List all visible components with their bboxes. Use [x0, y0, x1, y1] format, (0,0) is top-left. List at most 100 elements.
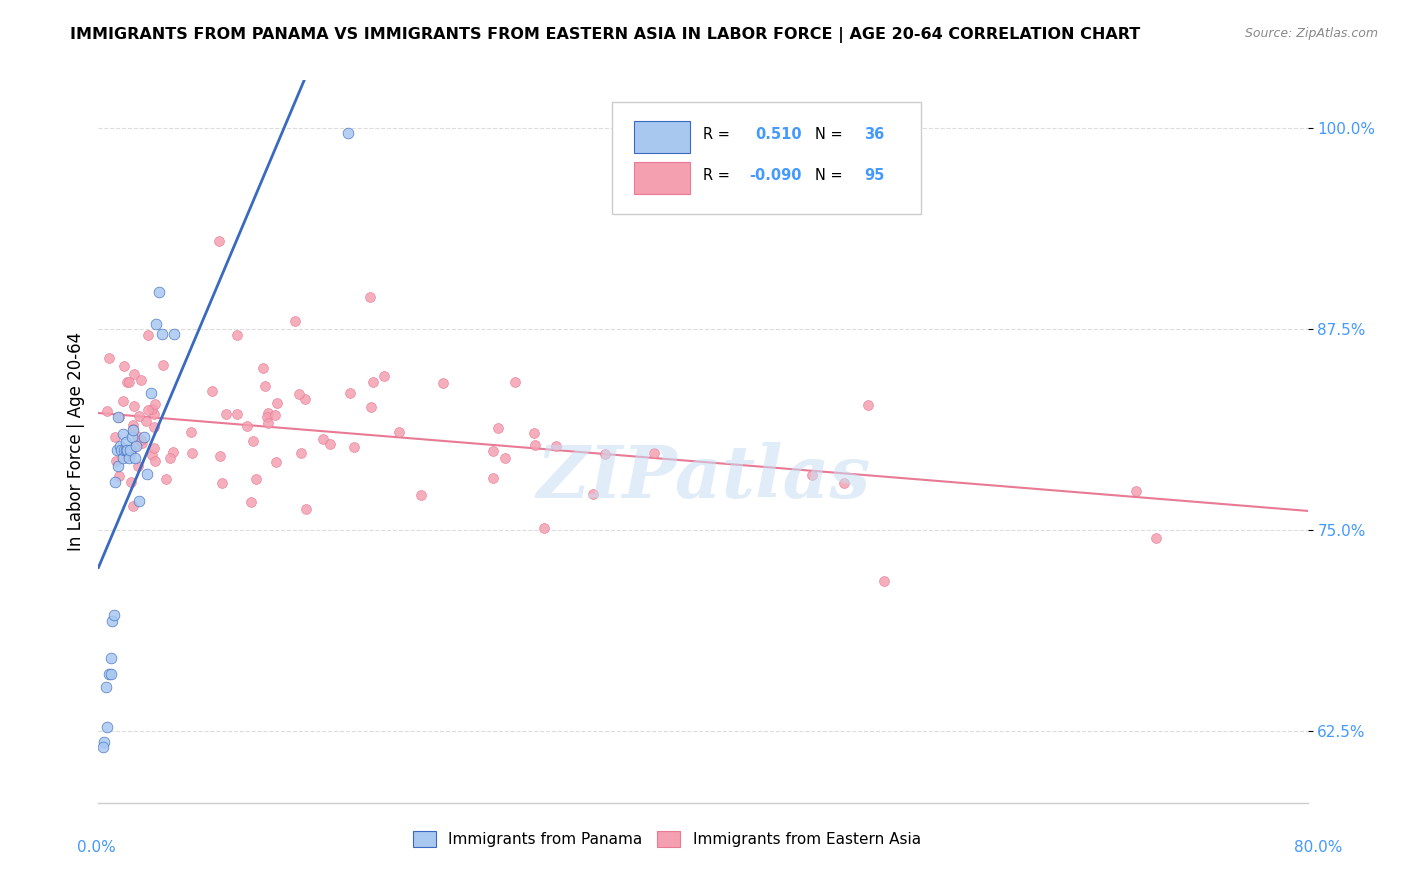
- Point: [143, 397, 166, 411]
- Point: [141, 401, 163, 416]
- Point: [482, 444, 505, 458]
- Point: [104, 454, 127, 468]
- Text: IMMIGRANTS FROM PANAMA VS IMMIGRANTS FROM EASTERN ASIA IN LABOR FORCE | AGE 20-6: IMMIGRANTS FROM PANAMA VS IMMIGRANTS FRO…: [70, 27, 1140, 43]
- Point: [122, 441, 145, 455]
- Point: [503, 375, 526, 389]
- Text: R =: R =: [703, 169, 730, 183]
- Point: [104, 430, 127, 444]
- Point: [129, 373, 152, 387]
- Point: [245, 472, 267, 486]
- Point: [129, 433, 152, 447]
- Point: [312, 432, 335, 446]
- Point: [114, 434, 136, 449]
- Point: [122, 499, 145, 513]
- Point: [115, 450, 138, 465]
- Point: [336, 126, 359, 140]
- Point: [208, 450, 231, 464]
- Point: [122, 422, 145, 436]
- Point: [856, 398, 879, 412]
- Y-axis label: In Labor Force | Age 20-64: In Labor Force | Age 20-64: [66, 332, 84, 551]
- Point: [236, 418, 259, 433]
- Point: [208, 234, 231, 248]
- Point: [114, 442, 136, 457]
- Point: [111, 450, 134, 465]
- Point: [131, 436, 153, 450]
- Text: ZIPatlas: ZIPatlas: [536, 442, 870, 513]
- Point: [257, 405, 280, 419]
- Point: [544, 439, 567, 453]
- Point: [226, 407, 249, 421]
- Point: [145, 318, 167, 332]
- Point: [112, 393, 135, 408]
- Point: [339, 386, 361, 401]
- Point: [256, 409, 278, 424]
- Point: [120, 445, 142, 459]
- Point: [290, 446, 312, 460]
- Point: [117, 375, 139, 389]
- Point: [266, 396, 288, 410]
- Point: [361, 376, 384, 390]
- Point: [163, 326, 186, 341]
- Point: [118, 376, 141, 390]
- Point: [94, 680, 117, 694]
- Point: [240, 495, 263, 509]
- Text: R =: R =: [703, 127, 730, 142]
- Point: [118, 450, 141, 465]
- Point: [152, 358, 174, 372]
- Point: [143, 441, 166, 455]
- Point: [120, 442, 142, 457]
- Point: [136, 402, 159, 417]
- Point: [112, 442, 135, 457]
- Text: 0.0%: 0.0%: [77, 840, 117, 855]
- Text: 36: 36: [863, 127, 884, 142]
- Point: [98, 351, 121, 366]
- Point: [111, 426, 134, 441]
- Point: [1125, 483, 1147, 498]
- Point: [120, 475, 142, 489]
- Text: 95: 95: [863, 169, 884, 183]
- Point: [122, 418, 145, 433]
- Point: [150, 326, 173, 341]
- Text: Source: ZipAtlas.com: Source: ZipAtlas.com: [1244, 27, 1378, 40]
- Text: N =: N =: [815, 169, 844, 183]
- Point: [100, 667, 122, 681]
- Point: [145, 453, 167, 467]
- Point: [135, 467, 157, 481]
- Text: -0.090: -0.090: [749, 169, 801, 183]
- Legend: Immigrants from Panama, Immigrants from Eastern Asia: Immigrants from Panama, Immigrants from …: [406, 825, 927, 853]
- Point: [201, 384, 224, 398]
- Point: [107, 410, 129, 425]
- Point: [91, 739, 114, 754]
- Point: [533, 521, 555, 535]
- Point: [124, 450, 146, 465]
- Point: [593, 447, 616, 461]
- Point: [481, 471, 503, 485]
- Point: [100, 651, 122, 665]
- Point: [108, 469, 131, 483]
- Point: [155, 472, 177, 486]
- Point: [122, 367, 145, 381]
- Point: [373, 368, 395, 383]
- Point: [411, 488, 433, 502]
- Point: [141, 448, 163, 462]
- Point: [432, 376, 454, 391]
- FancyBboxPatch shape: [634, 162, 690, 194]
- Point: [1144, 531, 1167, 545]
- Point: [108, 439, 131, 453]
- Point: [181, 446, 204, 460]
- Point: [98, 667, 121, 681]
- Point: [141, 386, 163, 401]
- Point: [127, 458, 149, 473]
- Point: [132, 430, 155, 444]
- Point: [180, 425, 202, 439]
- Point: [128, 409, 150, 423]
- Point: [643, 446, 665, 460]
- Point: [125, 439, 148, 453]
- Point: [110, 442, 132, 457]
- Point: [121, 430, 143, 444]
- Point: [252, 361, 274, 376]
- Point: [832, 475, 855, 490]
- Point: [264, 408, 287, 422]
- Point: [486, 420, 509, 434]
- Point: [148, 285, 170, 300]
